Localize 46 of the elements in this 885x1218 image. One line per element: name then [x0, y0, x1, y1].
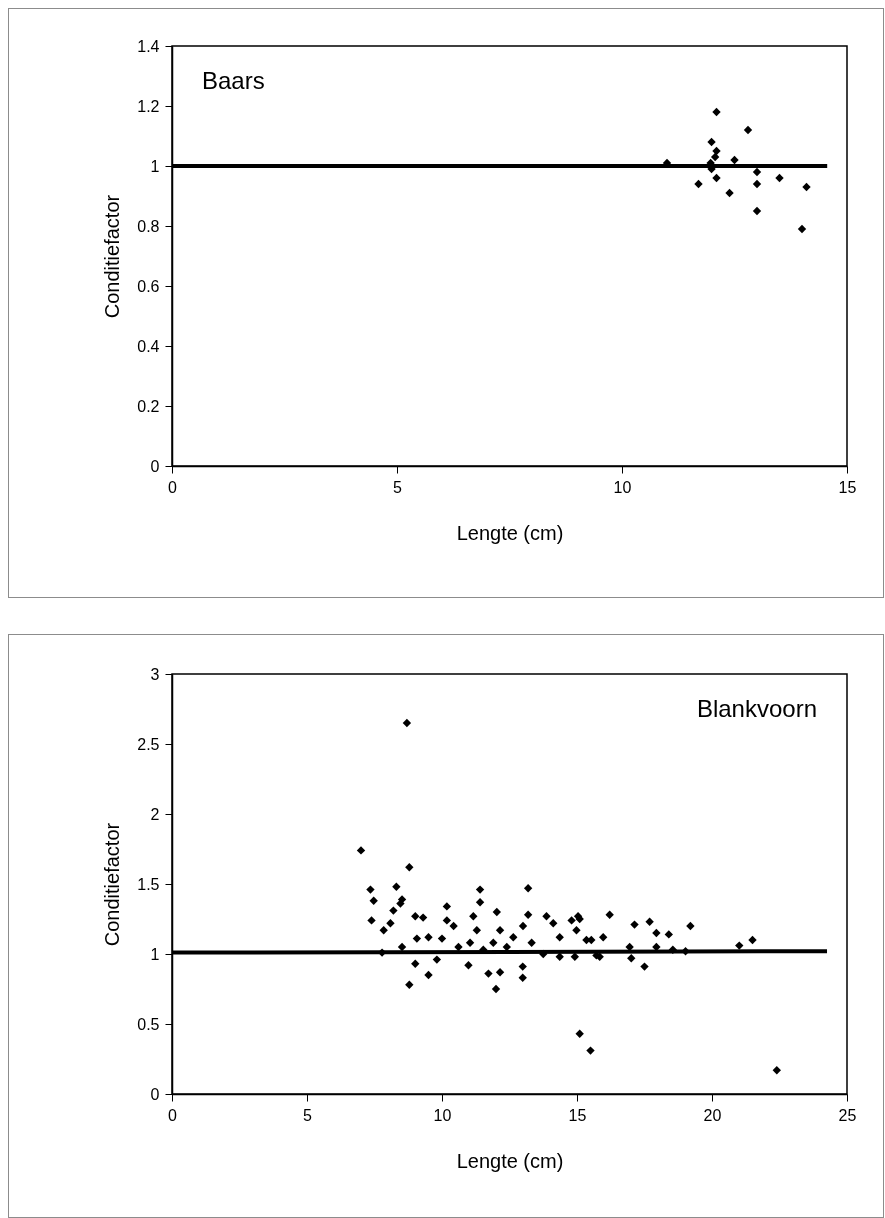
y-tick-label: 2: [150, 805, 160, 823]
y-tick-label: 2.5: [137, 735, 160, 753]
point: [802, 182, 811, 192]
y-tick-label: 1: [150, 945, 160, 963]
y-tick-label: 0: [150, 457, 160, 475]
x-tick-label: 25: [838, 1106, 857, 1124]
point: [712, 107, 721, 117]
x-tick-label: 15: [568, 1106, 587, 1124]
point: [797, 224, 807, 234]
point: [707, 137, 716, 147]
x-tick-label: 20: [703, 1106, 722, 1124]
annotation: Blankvoorn: [696, 695, 817, 722]
x-tick-label: 0: [168, 478, 178, 496]
x-tick-label: 10: [433, 1106, 452, 1124]
point: [712, 146, 721, 156]
y-tick-label: 1.5: [137, 875, 160, 893]
x-tick-label: 0: [168, 1106, 178, 1124]
point: [775, 173, 784, 183]
y-axis-title: Conditiefactor: [101, 822, 124, 947]
x-tick-label: 5: [303, 1106, 313, 1124]
point: [752, 179, 762, 189]
y-tick-label: 0: [150, 1085, 160, 1103]
x-tick-label: 5: [393, 478, 403, 496]
y-tick-label: 0.5: [137, 1015, 160, 1033]
x-axis-title: Lengte (cm): [456, 521, 564, 544]
y-tick-label: 1: [150, 157, 160, 175]
point: [710, 152, 720, 162]
point: [730, 155, 739, 165]
y-axis-title: Conditiefactor: [101, 194, 124, 319]
y-tick-label: 0.2: [137, 397, 160, 415]
point: [752, 206, 762, 216]
y-tick-label: 0.8: [137, 217, 160, 235]
point: [743, 125, 753, 135]
x-axis-title: Lengte (cm): [456, 1149, 564, 1172]
point: [725, 188, 734, 198]
point: [694, 179, 703, 189]
point: [712, 173, 721, 183]
x-tick-label: 15: [838, 478, 857, 496]
y-tick-label: 0.6: [137, 277, 160, 295]
annotation: Baars: [202, 67, 265, 94]
point: [752, 167, 762, 177]
y-tick-label: 3: [150, 665, 160, 683]
y-tick-label: 1.4: [137, 37, 160, 55]
x-tick-label: 10: [613, 478, 632, 496]
y-tick-label: 0.4: [137, 337, 160, 355]
y-tick-label: 1.2: [137, 97, 160, 115]
